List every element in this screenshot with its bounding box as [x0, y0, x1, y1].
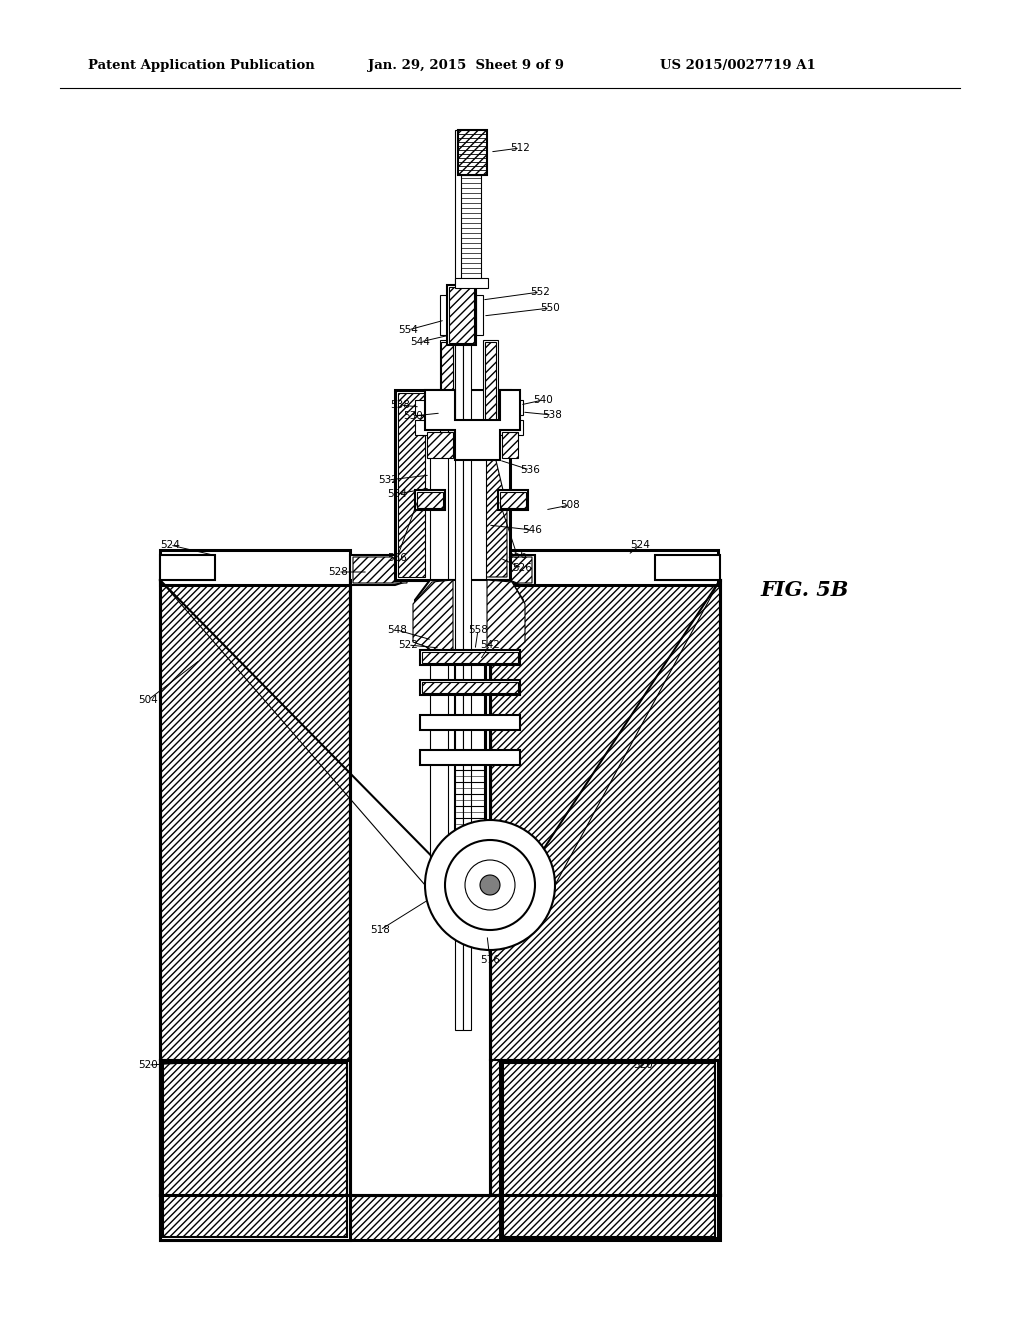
Polygon shape	[490, 579, 720, 1195]
Polygon shape	[422, 682, 518, 693]
Text: US 2015/0027719 A1: US 2015/0027719 A1	[660, 58, 816, 71]
Polygon shape	[447, 285, 476, 345]
Text: 544: 544	[410, 337, 430, 347]
Text: 520: 520	[138, 1060, 158, 1071]
Text: 520: 520	[633, 1060, 653, 1071]
Polygon shape	[502, 432, 518, 458]
Text: 548: 548	[387, 624, 407, 635]
Text: 534: 534	[387, 488, 407, 499]
Bar	[468, 389, 486, 909]
Polygon shape	[427, 432, 453, 458]
Text: 530: 530	[403, 411, 423, 421]
Polygon shape	[415, 420, 440, 436]
Text: 546: 546	[522, 525, 542, 535]
Polygon shape	[449, 286, 474, 343]
Circle shape	[445, 840, 535, 931]
Text: 518: 518	[370, 925, 390, 935]
Bar	[420, 649, 520, 665]
Circle shape	[425, 820, 555, 950]
Text: 528: 528	[328, 568, 348, 577]
Bar	[160, 550, 350, 585]
Bar	[455, 129, 463, 1030]
Bar	[463, 129, 471, 1030]
Polygon shape	[425, 389, 520, 459]
Text: 538: 538	[390, 400, 410, 411]
Text: 532: 532	[378, 475, 398, 484]
Bar	[420, 680, 520, 696]
Polygon shape	[422, 652, 518, 663]
Bar	[350, 579, 490, 1195]
Text: 526: 526	[512, 564, 531, 573]
Text: 542: 542	[480, 640, 500, 649]
Bar	[430, 389, 449, 909]
Circle shape	[480, 875, 500, 895]
Polygon shape	[415, 400, 440, 414]
Text: 558: 558	[468, 624, 488, 635]
Bar	[455, 279, 488, 288]
Bar	[420, 715, 520, 730]
Text: 538: 538	[542, 411, 562, 420]
Text: 524: 524	[630, 540, 650, 550]
Bar	[420, 750, 520, 766]
Bar	[461, 176, 481, 286]
Polygon shape	[483, 341, 498, 430]
Polygon shape	[500, 492, 526, 508]
Polygon shape	[398, 393, 425, 577]
Polygon shape	[490, 554, 535, 585]
Bar	[351, 581, 488, 1195]
Polygon shape	[415, 490, 445, 510]
Polygon shape	[458, 129, 487, 176]
Polygon shape	[498, 420, 523, 436]
Text: 524: 524	[160, 540, 180, 550]
Polygon shape	[480, 393, 507, 577]
Text: FIG. 5B: FIG. 5B	[760, 579, 848, 601]
Polygon shape	[493, 557, 532, 583]
Text: 556: 556	[507, 550, 527, 560]
Polygon shape	[415, 579, 523, 909]
Polygon shape	[498, 400, 523, 414]
Bar	[160, 1060, 350, 1239]
Polygon shape	[163, 1063, 347, 1237]
Text: Patent Application Publication: Patent Application Publication	[88, 58, 314, 71]
Polygon shape	[440, 341, 455, 430]
Polygon shape	[417, 492, 443, 508]
Text: 550: 550	[540, 304, 560, 313]
Text: 540: 540	[534, 395, 553, 405]
Text: 522: 522	[398, 640, 418, 649]
Bar	[655, 554, 720, 579]
Text: Jan. 29, 2015  Sheet 9 of 9: Jan. 29, 2015 Sheet 9 of 9	[368, 58, 564, 71]
Polygon shape	[413, 579, 453, 655]
Circle shape	[465, 861, 515, 909]
Text: 552: 552	[530, 286, 550, 297]
Polygon shape	[503, 1063, 715, 1237]
Text: 554: 554	[398, 325, 418, 335]
Text: 504: 504	[138, 696, 158, 705]
Polygon shape	[485, 342, 496, 428]
Polygon shape	[353, 557, 407, 583]
Text: 536: 536	[520, 465, 540, 475]
Bar	[160, 554, 215, 579]
Polygon shape	[498, 490, 528, 510]
Polygon shape	[395, 389, 510, 579]
Text: 556: 556	[387, 553, 407, 564]
Polygon shape	[440, 294, 447, 335]
Polygon shape	[350, 554, 410, 585]
Bar	[500, 1060, 718, 1238]
Polygon shape	[160, 1195, 720, 1239]
Polygon shape	[441, 342, 453, 428]
Text: 512: 512	[510, 143, 530, 153]
Polygon shape	[476, 294, 483, 335]
Bar	[500, 550, 718, 585]
Polygon shape	[160, 579, 350, 1195]
Text: 576: 576	[480, 954, 500, 965]
Text: 508: 508	[560, 500, 580, 510]
Polygon shape	[487, 579, 525, 655]
